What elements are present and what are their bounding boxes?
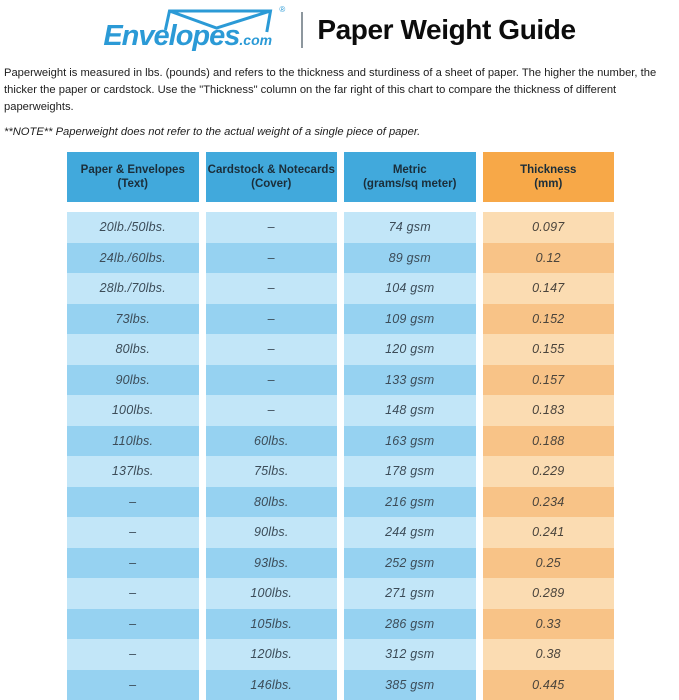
table-cell: – xyxy=(67,639,199,670)
table-cell: – xyxy=(67,487,199,518)
column-header: Cardstock & Notecards(Cover) xyxy=(206,152,338,202)
table-cell: – xyxy=(67,548,199,579)
table-cell: 100lbs. xyxy=(67,395,199,426)
table-cell: 0.445 xyxy=(483,670,615,700)
page-header: ® Envelopes.com Paper Weight Guide xyxy=(0,6,679,54)
table-cell: 90lbs. xyxy=(206,517,338,548)
table-cell: 0.157 xyxy=(483,365,615,396)
envelopes-logo: ® Envelopes.com xyxy=(103,7,283,53)
table-cell: 178 gsm xyxy=(344,456,476,487)
intro-paragraph: Paperweight is measured in lbs. (pounds)… xyxy=(4,65,675,116)
table-cell: 120 gsm xyxy=(344,334,476,365)
table-cell: 0.33 xyxy=(483,609,615,640)
column-header-label: Metric xyxy=(393,163,427,177)
table-cell: – xyxy=(67,578,199,609)
table-cell: 100lbs. xyxy=(206,578,338,609)
column-header-label: (mm) xyxy=(534,177,562,191)
table-cell: 93lbs. xyxy=(206,548,338,579)
table-cell: 0.152 xyxy=(483,304,615,335)
table-cell: – xyxy=(67,609,199,640)
logo-word: Envelopes xyxy=(103,20,239,52)
column-header-label: (Text) xyxy=(118,177,148,191)
table-cell: – xyxy=(206,273,338,304)
column-header: Paper & Envelopes(Text) xyxy=(67,152,199,202)
table-cell: 28lb./70lbs. xyxy=(67,273,199,304)
table-cell: 252 gsm xyxy=(344,548,476,579)
logo-suffix: .com xyxy=(239,32,272,48)
table-cell: 105lbs. xyxy=(206,609,338,640)
table-cell: 89 gsm xyxy=(344,243,476,274)
table-cell: 271 gsm xyxy=(344,578,476,609)
table-cell: 244 gsm xyxy=(344,517,476,548)
column-header-label: Thickness xyxy=(520,163,576,177)
column-header: Metric(grams/sq meter) xyxy=(344,152,476,202)
table-cell: 146lbs. xyxy=(206,670,338,700)
table-cell: 74 gsm xyxy=(344,212,476,243)
table-header-row: Paper & Envelopes(Text)Cardstock & Notec… xyxy=(67,152,614,202)
table-cell: – xyxy=(206,304,338,335)
table-cell: 0.147 xyxy=(483,273,615,304)
table-cell: 104 gsm xyxy=(344,273,476,304)
table-cell: 216 gsm xyxy=(344,487,476,518)
table-cell: 110lbs. xyxy=(67,426,199,457)
table-cell: 148 gsm xyxy=(344,395,476,426)
table-cell: 312 gsm xyxy=(344,639,476,670)
table-cell: 0.234 xyxy=(483,487,615,518)
header-divider xyxy=(301,12,303,48)
table-cell: 137lbs. xyxy=(67,456,199,487)
column-header-label: Cardstock & Notecards xyxy=(208,163,335,177)
table-cell: 0.12 xyxy=(483,243,615,274)
column-header-label: (grams/sq meter) xyxy=(363,177,456,191)
table-cell: 73lbs. xyxy=(67,304,199,335)
table-cell: 0.25 xyxy=(483,548,615,579)
table-cell: – xyxy=(206,212,338,243)
column-header-label: Paper & Envelopes xyxy=(81,163,185,177)
page-title: Paper Weight Guide xyxy=(317,16,575,44)
table-cell: 0.183 xyxy=(483,395,615,426)
column-header-label: (Cover) xyxy=(251,177,291,191)
table-cell: 60lbs. xyxy=(206,426,338,457)
table-cell: – xyxy=(67,517,199,548)
table-cell: 0.188 xyxy=(483,426,615,457)
table-cell: 0.097 xyxy=(483,212,615,243)
table-cell: 80lbs. xyxy=(67,334,199,365)
table-cell: 24lb./60lbs. xyxy=(67,243,199,274)
column-header: Thickness(mm) xyxy=(483,152,615,202)
table-cell: 163 gsm xyxy=(344,426,476,457)
table-cell: – xyxy=(67,670,199,700)
table-cell: 286 gsm xyxy=(344,609,476,640)
intro-note: **NOTE** Paperweight does not refer to t… xyxy=(4,125,675,140)
table-cell: – xyxy=(206,334,338,365)
table-cell: 75lbs. xyxy=(206,456,338,487)
table-cell: – xyxy=(206,395,338,426)
table-cell: 109 gsm xyxy=(344,304,476,335)
paper-weight-guide-page: ® Envelopes.com Paper Weight Guide Paper… xyxy=(0,6,679,695)
table-cell: – xyxy=(206,243,338,274)
table-cell: 0.229 xyxy=(483,456,615,487)
paper-weight-table: Paper & Envelopes(Text)Cardstock & Notec… xyxy=(67,152,614,700)
table-cell: 0.241 xyxy=(483,517,615,548)
table-cell: 0.38 xyxy=(483,639,615,670)
logo-wordmark: Envelopes.com xyxy=(103,22,272,51)
table-cell: 0.289 xyxy=(483,578,615,609)
table-cell: 80lbs. xyxy=(206,487,338,518)
table-cell: 133 gsm xyxy=(344,365,476,396)
table-cell: 0.155 xyxy=(483,334,615,365)
registered-trademark-icon: ® xyxy=(279,5,285,14)
table-cell: 90lbs. xyxy=(67,365,199,396)
table-cell: – xyxy=(206,365,338,396)
table-cell: 385 gsm xyxy=(344,670,476,700)
table-cell: 20lb./50lbs. xyxy=(67,212,199,243)
table-cell: 120lbs. xyxy=(206,639,338,670)
